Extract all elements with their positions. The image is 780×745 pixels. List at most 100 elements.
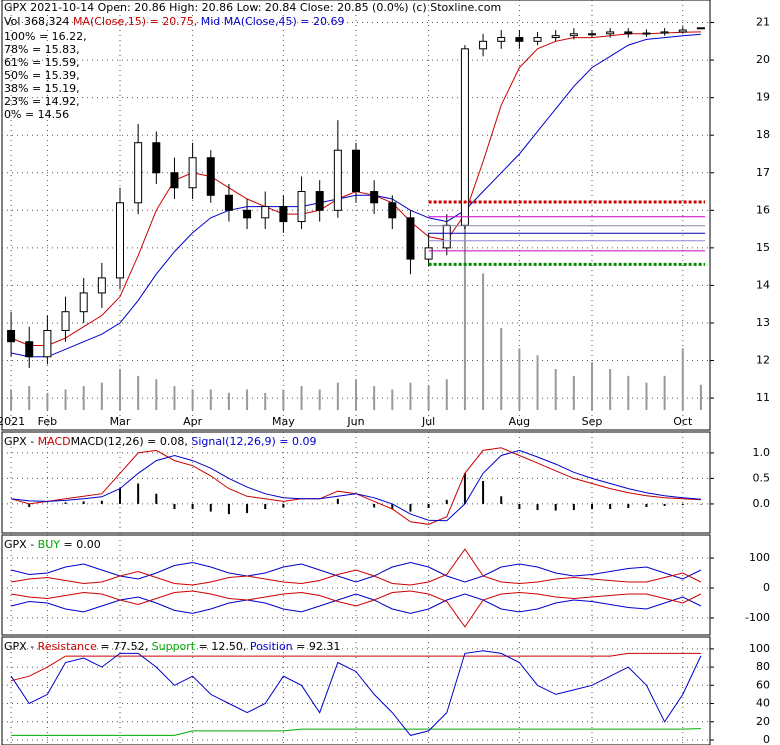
panel-title: GPX - Resistance = 77.52, Support = 12.5…: [4, 640, 340, 653]
bar: [173, 503, 176, 510]
candle-body: [442, 224, 451, 249]
panel-title: GPX - MACDMACD(12,26) = 0.08, Signal(12,…: [4, 435, 316, 448]
y-tick-label: 40: [756, 697, 770, 710]
title-part: BUY: [38, 538, 61, 551]
candle-body: [678, 29, 687, 33]
bar: [391, 503, 394, 510]
y-tick-label: 18: [756, 128, 770, 141]
x-tick-label: Mar: [110, 415, 131, 428]
bar: [64, 502, 67, 504]
bar: [264, 503, 267, 510]
bar: [591, 362, 593, 410]
bar: [609, 503, 612, 510]
bar: [173, 386, 176, 410]
line: [10, 652, 701, 682]
bar: [28, 386, 31, 410]
candle-body: [588, 33, 596, 36]
y-tick-label: 0.5: [753, 471, 771, 484]
bar: [681, 348, 684, 410]
y-tick-label: 13: [756, 316, 770, 329]
fib-label: 61% = 15.59,: [4, 56, 80, 69]
y-tick-label: 16: [756, 203, 770, 216]
bar: [191, 389, 194, 410]
bar: [500, 496, 503, 504]
bar: [336, 382, 339, 410]
candle-body: [660, 31, 669, 34]
title-part: Position: [250, 640, 293, 653]
candle-body: [134, 142, 143, 204]
candle-body: [25, 341, 34, 358]
y-tick-label: 1.0: [753, 446, 771, 459]
fib-label: 50% = 15.39,: [4, 69, 80, 82]
bar: [554, 369, 557, 410]
title-part: GPX -: [4, 640, 38, 653]
bar: [427, 386, 430, 410]
bar: [572, 503, 575, 511]
bar: [627, 503, 630, 509]
candle-body: [479, 40, 488, 50]
bar: [119, 488, 121, 504]
bar: [663, 375, 666, 410]
title-part: = 12.50,: [195, 640, 250, 653]
candle-body: [7, 329, 16, 343]
fib-label: 38% = 15.19,: [4, 82, 80, 95]
bar: [518, 348, 521, 410]
line: [10, 593, 702, 614]
bar: [591, 503, 593, 510]
title-part: = 92.31: [293, 640, 341, 653]
y-tick-label: 11: [756, 391, 770, 404]
x-tick-label: Oct: [673, 415, 693, 428]
y-tick-label: 60: [756, 678, 770, 691]
bar: [463, 68, 466, 410]
y-tick-label: 17: [756, 166, 770, 179]
y-tick-label: 20: [756, 53, 770, 66]
bar: [246, 503, 249, 514]
candle-body: [460, 48, 469, 226]
y-tick-label: 0: [763, 733, 770, 745]
bar: [246, 389, 249, 410]
bar: [28, 503, 31, 507]
x-tick-label: Sep: [582, 415, 603, 428]
y-tick-label: 0.0: [753, 497, 771, 510]
candle-body: [61, 311, 70, 331]
candle-body: [297, 191, 306, 223]
bar: [318, 389, 321, 410]
candle-body: [261, 206, 270, 219]
bar: [137, 375, 140, 410]
candle-body: [569, 33, 578, 37]
y-tick-label: 80: [756, 660, 770, 673]
bar: [227, 392, 230, 410]
bar: [209, 389, 212, 410]
panel-frame: [1, 0, 711, 431]
bar: [82, 501, 85, 504]
candle-body: [515, 37, 524, 42]
y-tick-label: 12: [756, 354, 770, 367]
title-part: = 0.00: [60, 538, 101, 551]
bar: [355, 379, 357, 410]
y-tick-label: 21: [756, 16, 770, 29]
bar: [373, 386, 376, 410]
candle-body: [606, 31, 615, 35]
candle-body: [370, 191, 379, 204]
bar: [137, 483, 140, 504]
line: [11, 728, 701, 736]
candle-body: [624, 31, 633, 35]
bar: [681, 503, 684, 505]
y-tick-label: 19: [756, 91, 770, 104]
candle-body: [333, 149, 342, 211]
bar: [209, 503, 212, 512]
candle-body: [497, 37, 506, 42]
title-part: Signal(12,26,9) = 0.09: [188, 435, 317, 448]
fib-label: 0% = 14.56: [4, 108, 69, 121]
bar: [227, 503, 230, 515]
bar: [155, 493, 158, 504]
y-tick-label: 100: [749, 551, 770, 564]
candle-body: [279, 206, 288, 223]
y-tick-label: 100: [749, 642, 770, 655]
candle-body: [696, 27, 705, 30]
bar: [572, 375, 575, 410]
title-part: = 77.52,: [97, 640, 152, 653]
title-part: MACD(12,26) = 0.08,: [71, 435, 188, 448]
y-tick-label: 20: [756, 715, 770, 728]
bar: [10, 389, 13, 410]
